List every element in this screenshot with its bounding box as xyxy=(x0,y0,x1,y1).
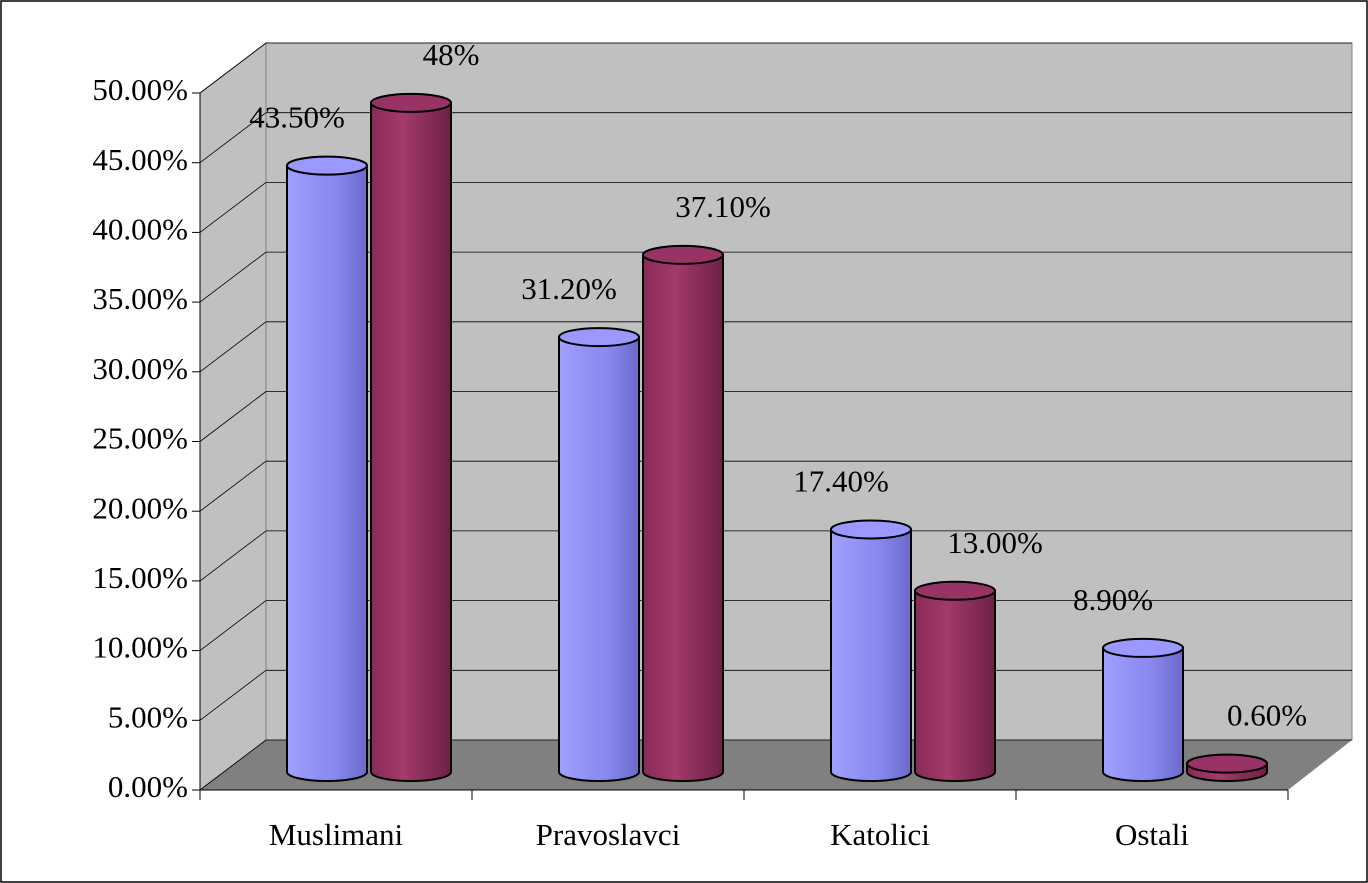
grid-line xyxy=(199,321,267,373)
bar xyxy=(642,253,724,782)
y-tick-label: 30.00% xyxy=(92,351,188,386)
grid-line xyxy=(199,669,267,721)
bar-top xyxy=(558,327,640,348)
y-tick-label: 25.00% xyxy=(92,421,188,456)
bar xyxy=(830,528,912,782)
x-tick-label: Pravoslavci xyxy=(536,817,681,852)
y-tick-label: 15.00% xyxy=(92,560,188,595)
grid-line xyxy=(199,530,267,582)
bar xyxy=(914,589,996,782)
bar-top xyxy=(830,519,912,540)
y-tick-label: 0.00% xyxy=(108,769,188,804)
grid-line xyxy=(199,460,267,512)
bar xyxy=(558,336,640,782)
y-tick-label: 20.00% xyxy=(92,490,188,525)
value-label: 0.60% xyxy=(1227,698,1307,733)
value-label: 48% xyxy=(423,37,480,72)
y-tick-label: 45.00% xyxy=(92,142,188,177)
grid-line xyxy=(199,42,267,94)
y-tick-label: 40.00% xyxy=(92,212,188,247)
value-label: 13.00% xyxy=(947,525,1043,560)
y-tick-label: 50.00% xyxy=(92,72,188,107)
bar-top xyxy=(1186,753,1268,774)
bar-top xyxy=(286,155,368,176)
value-label: 17.40% xyxy=(793,464,889,499)
grid-line xyxy=(199,391,267,442)
value-label: 43.50% xyxy=(249,100,345,135)
x-tick-label: Ostali xyxy=(1115,817,1189,852)
value-label: 31.20% xyxy=(521,271,617,306)
x-tick-label: Katolici xyxy=(830,817,930,852)
grid-line xyxy=(199,182,267,233)
bar xyxy=(370,101,452,782)
grid-line xyxy=(199,251,267,303)
x-tick-label: Muslimani xyxy=(269,817,404,852)
y-tick-label: 5.00% xyxy=(108,699,188,734)
y-tick-label: 10.00% xyxy=(92,630,188,665)
bar xyxy=(286,164,368,782)
value-label: 8.90% xyxy=(1073,582,1153,617)
grid-line xyxy=(199,112,267,164)
value-label: 37.10% xyxy=(675,189,771,224)
bar-top xyxy=(642,244,724,265)
bar-top xyxy=(1102,637,1184,658)
bar-top xyxy=(370,92,452,113)
grid-line xyxy=(199,600,267,651)
bar xyxy=(1102,646,1184,782)
y-tick-label: 35.00% xyxy=(92,281,188,316)
bar-top xyxy=(914,580,996,601)
floor xyxy=(200,740,1352,790)
grid-line xyxy=(199,739,267,791)
